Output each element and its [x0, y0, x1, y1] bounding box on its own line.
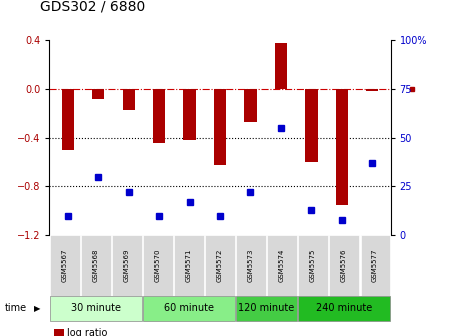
Bar	[305, 89, 317, 162]
Text: GSM5569: GSM5569	[124, 249, 130, 282]
Text: 30 minute: 30 minute	[71, 303, 121, 313]
Bar	[92, 89, 104, 99]
Text: 60 minute: 60 minute	[164, 303, 214, 313]
Text: GSM5572: GSM5572	[217, 249, 223, 282]
Bar	[244, 89, 256, 122]
Bar	[336, 89, 348, 205]
Bar	[366, 89, 379, 91]
Text: GSM5576: GSM5576	[341, 249, 347, 282]
Text: ▶: ▶	[34, 304, 40, 313]
Text: GSM5568: GSM5568	[93, 249, 99, 282]
Text: GSM5573: GSM5573	[248, 249, 254, 282]
Bar	[184, 89, 196, 140]
Text: GSM5570: GSM5570	[155, 249, 161, 282]
Text: log ratio: log ratio	[67, 328, 108, 336]
Text: GSM5574: GSM5574	[279, 249, 285, 282]
Text: GSM5577: GSM5577	[372, 249, 378, 282]
Text: GSM5571: GSM5571	[186, 249, 192, 282]
Text: GDS302 / 6880: GDS302 / 6880	[40, 0, 145, 13]
Text: time: time	[4, 303, 26, 313]
Bar	[123, 89, 135, 110]
Bar	[275, 43, 287, 89]
Bar	[62, 89, 74, 150]
Text: GSM5567: GSM5567	[62, 249, 68, 282]
Text: 240 minute: 240 minute	[316, 303, 372, 313]
Text: 120 minute: 120 minute	[238, 303, 295, 313]
Bar	[153, 89, 165, 143]
Bar	[214, 89, 226, 165]
Text: GSM5575: GSM5575	[310, 249, 316, 282]
